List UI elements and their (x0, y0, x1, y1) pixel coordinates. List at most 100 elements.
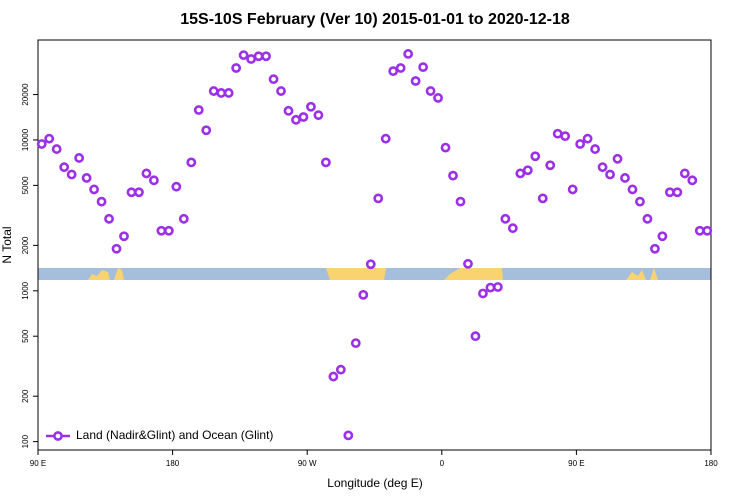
point (478, 288, 488, 299)
point (635, 196, 645, 207)
land-strip (114, 268, 124, 280)
point (440, 142, 451, 153)
point (163, 225, 174, 236)
point (448, 170, 458, 181)
point (283, 105, 294, 116)
point (582, 133, 593, 144)
point (149, 175, 159, 186)
point (657, 231, 668, 242)
point (433, 93, 443, 103)
point (530, 151, 541, 162)
point (515, 168, 526, 179)
point (104, 213, 114, 224)
point (395, 63, 406, 73)
point (470, 331, 481, 342)
point (380, 133, 391, 144)
point (365, 259, 376, 270)
point (238, 50, 249, 61)
point (89, 184, 99, 195)
x-tick-label: 90 W (298, 459, 317, 468)
point (560, 131, 571, 142)
point (537, 193, 548, 204)
y-tick-label: 20000 (21, 83, 30, 106)
point (74, 153, 85, 163)
point (373, 193, 384, 204)
point (36, 139, 47, 149)
point (81, 173, 92, 183)
point (51, 144, 62, 154)
point (141, 168, 152, 179)
point (59, 162, 70, 173)
land-strip (326, 268, 386, 280)
y-tick-label: 100 (21, 434, 30, 448)
point (134, 187, 144, 198)
x-tick-label: 90 E (30, 459, 46, 468)
point (171, 181, 182, 192)
point (343, 430, 354, 441)
point (306, 101, 316, 112)
point (313, 110, 324, 121)
point (335, 364, 346, 375)
point (545, 160, 556, 171)
x-tick-label: 180 (166, 459, 180, 468)
point (522, 165, 533, 176)
point (679, 168, 690, 179)
point (261, 51, 271, 62)
point (96, 196, 107, 207)
land-band (38, 268, 711, 280)
point (328, 371, 339, 382)
point (455, 196, 466, 207)
point (492, 282, 503, 292)
land-strip (88, 270, 110, 280)
y-tick-label: 2000 (21, 236, 30, 254)
point (358, 289, 369, 300)
point (320, 157, 331, 168)
legend-marker (53, 431, 63, 441)
point (672, 187, 683, 198)
point (620, 173, 630, 183)
point (612, 153, 623, 164)
land-strip (444, 268, 503, 280)
point (201, 125, 212, 136)
land-strip (626, 270, 646, 280)
point (650, 243, 660, 254)
point (575, 139, 586, 149)
point (425, 86, 436, 96)
point (66, 169, 77, 180)
point (193, 105, 204, 115)
y-tick-label: 1000 (21, 281, 30, 299)
point (418, 62, 429, 73)
point (590, 144, 600, 154)
point (605, 169, 615, 180)
point (687, 175, 698, 186)
point (463, 258, 473, 269)
point (268, 74, 279, 85)
point (44, 133, 55, 144)
point (507, 223, 518, 234)
x-tick-label: 180 (704, 459, 718, 468)
point (410, 76, 421, 86)
point (350, 338, 361, 349)
point (178, 213, 189, 224)
point (276, 86, 286, 96)
point (702, 225, 713, 236)
point (223, 88, 234, 98)
point (500, 213, 511, 224)
point (403, 49, 414, 59)
x-tick-label: 0 (440, 459, 445, 468)
point (111, 243, 122, 254)
legend-label: Land (Nadir&Glint) and Ocean (Glint) (76, 428, 273, 442)
land-strip (650, 268, 658, 280)
point (298, 112, 309, 122)
point (597, 162, 608, 173)
point (119, 231, 129, 242)
y-tick-label: 5000 (21, 176, 30, 194)
y-tick-label: 200 (21, 389, 30, 403)
point (186, 157, 197, 168)
point (627, 184, 638, 195)
point (567, 184, 578, 195)
point (231, 63, 242, 73)
chart-title: 15S-10S February (Ver 10) 2015-01-01 to … (180, 11, 570, 28)
